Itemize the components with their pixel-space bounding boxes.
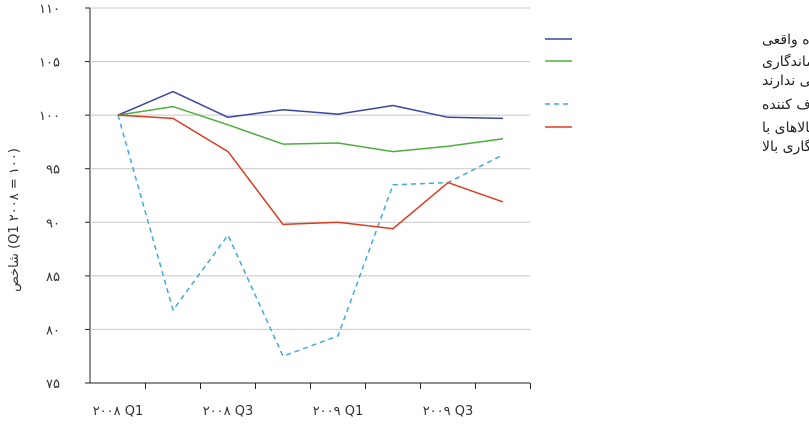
x-axis: ۲۰۰۸ Q1 ۲۰۰۸ Q3 ۲۰۰۹ Q1 ۲۰۰۹ Q3	[90, 382, 531, 419]
x-tick-label: ۲۰۰۸ Q1	[93, 404, 144, 419]
y-tick-label: ۸۵	[46, 270, 60, 285]
series-line-4	[117, 114, 504, 230]
series-group	[117, 90, 504, 357]
y-tick-label: ۷۵	[46, 377, 60, 392]
series-line-1	[117, 90, 504, 120]
y-axis: ۷۵ ۸۰ ۸۵ ۹۰ ۹۵ ۱۰۰ ۱۰۵ ۱۱۰	[39, 2, 530, 392]
legend-item-2: مصرف واقعی کالاهایی که ماندگاریبالایی ند…	[545, 53, 809, 89]
y-tick-label: ۱۱۰	[39, 2, 60, 17]
y-tick-label: ۱۰۰	[39, 109, 60, 124]
y-tick-label: ۹۰	[46, 216, 60, 231]
series-line-2	[117, 105, 504, 153]
legend-label: مصرف واقعی کالاهای باماندگاری بالا	[762, 120, 809, 155]
legend-item-4: مصرف واقعی کالاهای باماندگاری بالا	[545, 120, 809, 155]
x-tick-label: ۲۰۰۸ Q3	[203, 404, 254, 419]
legend: درآمد قابل استفاده واقعی مصرف واقعی کالاه…	[545, 31, 809, 155]
y-axis-label: شاخص (Q1 ۲۰۰۸ = ۱۰۰)	[7, 148, 22, 292]
series-line-3	[117, 114, 504, 357]
y-tick-label: ۸۰	[46, 323, 60, 338]
x-tick-label: ۲۰۰۹ Q3	[423, 404, 474, 419]
legend-label: شاخص احساسات مصرف کننده	[762, 97, 809, 113]
legend-label: درآمد قابل استفاده واقعی	[762, 31, 809, 48]
y-tick-label: ۹۵	[46, 163, 60, 178]
legend-label: مصرف واقعی کالاهایی که ماندگاریبالایی ند…	[762, 53, 809, 89]
legend-item-1: درآمد قابل استفاده واقعی	[545, 31, 809, 48]
legend-item-3: شاخص احساسات مصرف کننده	[545, 97, 809, 113]
y-tick-label: ۱۰۵	[39, 56, 60, 71]
x-tick-label: ۲۰۰۹ Q1	[313, 404, 364, 419]
